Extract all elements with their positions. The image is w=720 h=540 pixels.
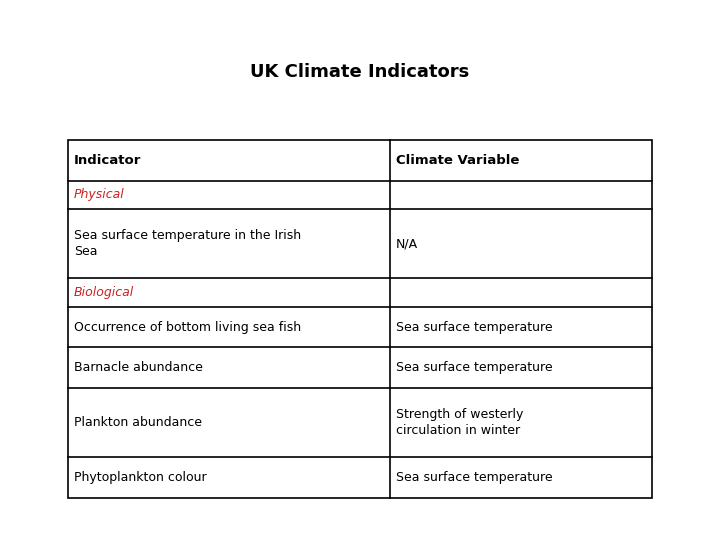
Text: Indicator: Indicator [74,154,141,167]
Text: Sea surface temperature: Sea surface temperature [396,361,553,374]
Text: Phytoplankton colour: Phytoplankton colour [74,471,207,484]
Text: UK Climate Indicators: UK Climate Indicators [251,63,469,81]
Text: Physical: Physical [74,188,125,201]
Text: Barnacle abundance: Barnacle abundance [74,361,203,374]
Text: Occurrence of bottom living sea fish: Occurrence of bottom living sea fish [74,321,301,334]
Text: Biological: Biological [74,286,134,299]
Text: N/A: N/A [396,237,418,250]
Text: Strength of westerly
circulation in winter: Strength of westerly circulation in wint… [396,408,523,437]
Text: Sea surface temperature in the Irish
Sea: Sea surface temperature in the Irish Sea [74,229,301,259]
Text: Sea surface temperature: Sea surface temperature [396,471,553,484]
Text: Plankton abundance: Plankton abundance [74,416,202,429]
Text: Climate Variable: Climate Variable [396,154,519,167]
Bar [68,140,652,498]
Text: Sea surface temperature: Sea surface temperature [396,321,553,334]
